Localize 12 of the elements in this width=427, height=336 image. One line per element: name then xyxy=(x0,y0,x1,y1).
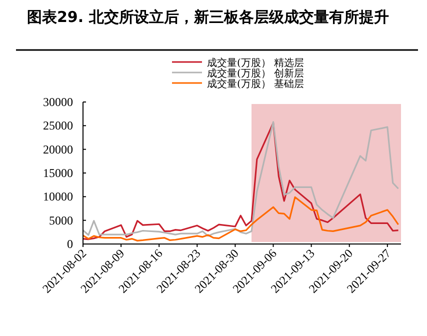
legend-label: 成交量(万股） 基础层 xyxy=(207,78,304,90)
y-tick-label: 20000 xyxy=(43,142,73,156)
legend-label: 成交量(万股） 精选层 xyxy=(207,57,304,69)
chart-title: 图表29. 北交所设立后，新三板各层级成交量有所提升 xyxy=(27,8,389,26)
y-tick-label: 15000 xyxy=(43,166,73,180)
y-tick-label: 10000 xyxy=(43,190,73,204)
line-series xyxy=(82,196,400,242)
y-tick-label: 0 xyxy=(67,237,73,251)
y-tick-label: 25000 xyxy=(43,118,73,133)
y-tick-label: 5000 xyxy=(49,213,73,228)
y-tick-label: 30000 xyxy=(43,95,73,109)
legend-label: 成交量(万股） 创新层 xyxy=(207,68,304,80)
